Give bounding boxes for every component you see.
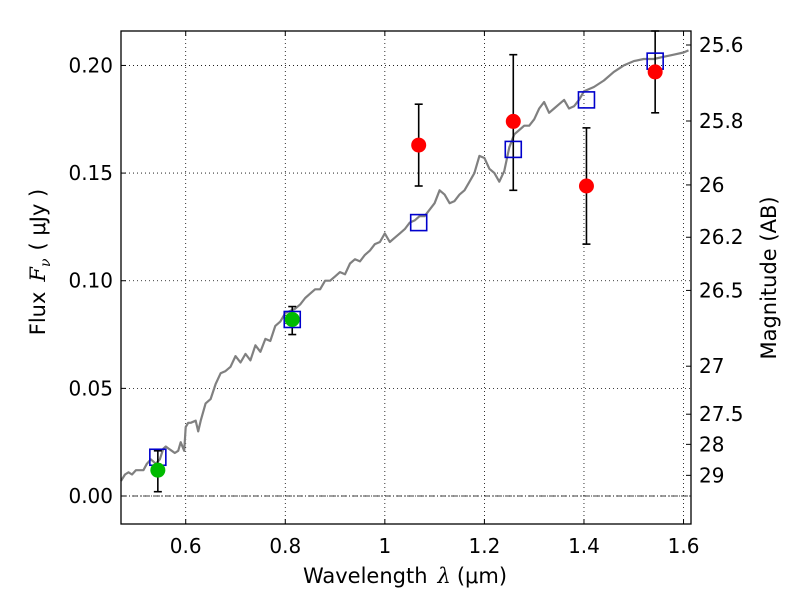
observed-upper-limits-marker [284,311,300,327]
model-photometry-marker [409,213,428,232]
model-spectrum-group [120,49,689,482]
x-tick-label: 1.6 [668,534,700,558]
y-tick-label: 0.05 [68,376,113,400]
tick-labels: 0.6 0.8 1 1.2 1.4 1.6 0.00 0.05 0.10 0.15 0.20 25.6… [68,33,743,558]
observed-detections-marker [411,137,427,153]
observed-detections-marker [505,113,521,129]
y2-axis-label: Magnitude (AB) [757,196,781,359]
y2-tick-label: 28 [699,432,724,456]
y2-tick-label: 27.5 [699,402,744,426]
y-axis-label-prefix: Flux [26,292,50,336]
model-photometry-marker [504,140,523,159]
y-axis-label-symbol: F [26,266,50,283]
y2-tick-label: 25.8 [699,109,744,133]
x-axis-label: Wavelength λ (μm) [303,564,507,588]
y2-tick-label: 26.5 [699,278,744,302]
x-tick-label: 1 [378,534,391,558]
x-axis-label-prefix: Wavelength [303,564,428,588]
observed-detections-marker [578,178,594,194]
x-tick-label: 1.4 [568,534,600,558]
model-spectrum-line [120,49,689,482]
observed-detections-marker [647,64,663,80]
grid [121,31,691,524]
y-tick-label: 0.15 [68,161,113,185]
y2-tick-label: 29 [699,463,724,487]
x-axis-label-unit: (μm) [457,564,507,588]
model-photometry-marker [577,91,596,109]
x-tick-label: 0.6 [170,534,202,558]
y-axis-label-subscript: ν [38,258,54,267]
observed-upper-limits-marker [150,462,166,478]
y-tick-label: 0.00 [68,484,113,508]
x-tick-label: 0.8 [269,534,301,558]
plot-frame [120,30,692,525]
y-axis-label: Flux Fν ( μJy ) [26,189,54,335]
axis-ticks [121,31,691,524]
data-points [149,52,664,478]
y2-tick-label: 27 [699,354,724,378]
y-tick-label: 0.10 [68,269,113,293]
x-tick-label: 1.2 [468,534,500,558]
y-tick-label: 0.20 [68,53,113,77]
y-axis-label-unit: ( μJy ) [26,189,50,251]
x-axis-label-symbol: λ [437,564,451,588]
y2-tick-label: 26.2 [699,225,744,249]
y2-tick-label: 26 [699,173,724,197]
y2-tick-label: 25.6 [699,33,744,57]
model-photometry-marker [283,310,302,329]
